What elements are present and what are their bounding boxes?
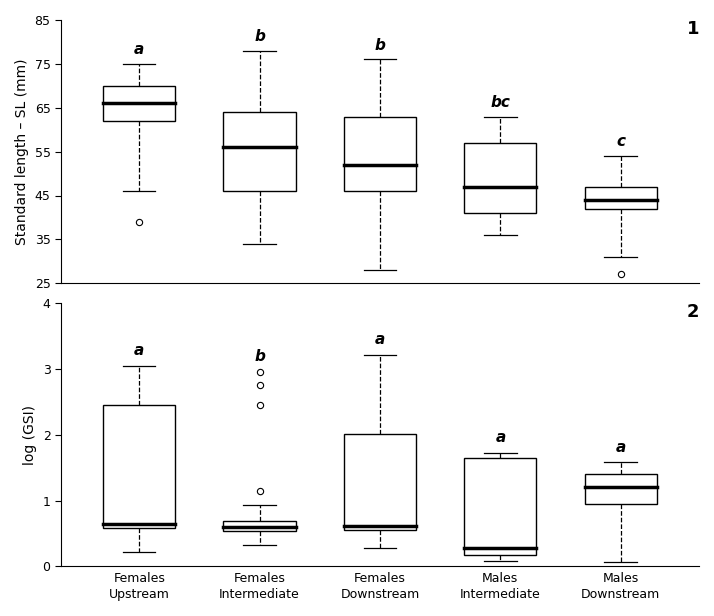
Text: 2: 2 [686,303,699,321]
Text: b: b [254,29,265,44]
Text: a: a [615,440,626,455]
Text: a: a [134,43,144,57]
Bar [585,474,657,504]
Bar [585,187,657,209]
Text: a: a [496,431,506,445]
Text: b: b [254,349,265,365]
Bar [344,116,416,191]
Text: b: b [375,38,386,53]
Text: c: c [616,134,625,150]
Text: a: a [375,331,385,347]
Text: a: a [134,343,144,358]
Bar [464,458,536,554]
Bar [103,86,176,121]
Text: 1: 1 [686,20,699,38]
Text: bc: bc [491,95,511,110]
Bar [223,112,296,191]
Bar [103,405,176,529]
Bar [223,521,296,531]
Bar [464,143,536,213]
Y-axis label: Standard length – SL (mm): Standard length – SL (mm) [15,59,29,245]
Y-axis label: log (GSI): log (GSI) [23,405,37,465]
Bar [344,434,416,530]
